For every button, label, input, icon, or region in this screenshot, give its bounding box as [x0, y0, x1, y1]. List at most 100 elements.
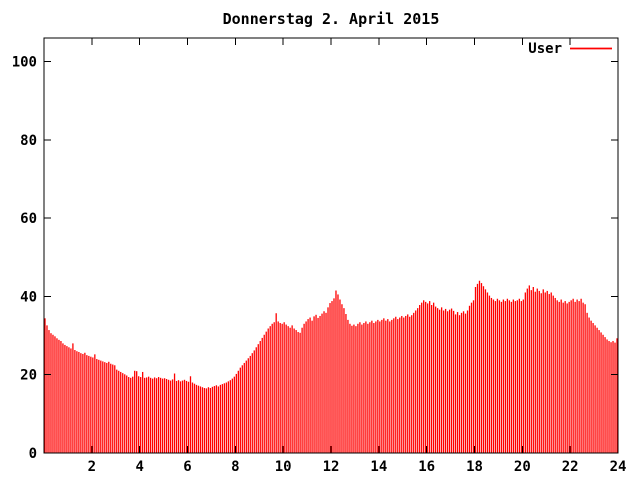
bar — [588, 317, 590, 453]
bar — [434, 306, 437, 453]
y-tick-label: 80 — [20, 133, 37, 149]
x-tick-label: 14 — [370, 459, 387, 475]
bar — [440, 307, 443, 453]
bar — [476, 283, 479, 453]
bar — [333, 298, 335, 453]
bar — [466, 310, 469, 453]
bar — [488, 295, 491, 453]
bar — [393, 318, 395, 453]
bar — [448, 309, 451, 453]
bar — [436, 308, 439, 453]
bar — [181, 380, 184, 453]
bar — [552, 295, 554, 453]
bar — [299, 332, 301, 453]
bar — [403, 317, 405, 453]
bar — [94, 354, 96, 453]
bar — [327, 307, 329, 453]
bar — [207, 387, 210, 453]
bar — [144, 377, 146, 453]
bar — [484, 289, 487, 453]
bar — [253, 350, 255, 453]
bar — [319, 315, 321, 453]
bar — [114, 365, 116, 453]
bar — [423, 300, 425, 453]
bar — [456, 312, 459, 453]
bar — [520, 301, 522, 453]
bar — [498, 300, 501, 453]
bar — [524, 292, 526, 453]
bar — [239, 367, 241, 453]
bar — [560, 299, 562, 453]
bar — [291, 325, 293, 453]
x-tick-label: 20 — [514, 459, 531, 475]
bar — [542, 289, 544, 453]
legend-label: User — [528, 41, 562, 57]
bar — [442, 310, 445, 453]
bar — [223, 383, 226, 453]
bar — [528, 285, 530, 453]
bar — [429, 301, 431, 453]
bar — [556, 300, 558, 453]
bar — [438, 309, 441, 453]
bar — [540, 293, 542, 453]
bar — [363, 323, 365, 453]
bar — [508, 300, 511, 453]
bar — [285, 324, 287, 453]
bar — [265, 331, 267, 453]
bar — [387, 319, 389, 453]
bar — [235, 373, 237, 453]
bar — [76, 351, 78, 453]
bar — [106, 362, 108, 453]
bar — [62, 343, 64, 453]
bar — [120, 371, 122, 453]
bar — [140, 377, 142, 453]
bar — [452, 310, 455, 453]
x-tick-label: 8 — [231, 459, 239, 475]
bar — [195, 384, 198, 453]
legend: User — [528, 41, 612, 57]
x-tick-label: 22 — [562, 459, 579, 475]
bar — [357, 323, 359, 453]
bar — [130, 377, 132, 453]
bar — [494, 301, 497, 453]
bar — [584, 304, 586, 453]
bar — [104, 362, 106, 453]
bar — [48, 330, 50, 453]
bar — [159, 377, 162, 453]
y-tick-label: 0 — [29, 446, 37, 462]
bar — [187, 381, 190, 453]
bar — [572, 298, 574, 453]
bar — [149, 377, 152, 453]
bar — [205, 388, 208, 453]
bar — [538, 290, 540, 453]
bar — [155, 378, 158, 453]
bar — [233, 376, 235, 453]
bar — [502, 299, 505, 453]
bar — [58, 339, 60, 453]
bar — [255, 347, 257, 453]
bar — [325, 312, 327, 453]
bar — [596, 327, 598, 453]
bar — [72, 343, 74, 453]
bar — [287, 326, 289, 453]
bar — [343, 308, 345, 453]
bar — [169, 380, 172, 453]
bar — [86, 355, 88, 453]
bar — [203, 388, 206, 453]
bar — [309, 317, 311, 453]
bar — [92, 357, 94, 453]
bar — [54, 336, 56, 453]
bar — [52, 334, 54, 453]
bar — [151, 378, 154, 453]
bar — [267, 328, 269, 453]
bar — [492, 299, 495, 453]
bar — [580, 298, 582, 453]
bar — [257, 344, 259, 453]
bar — [506, 298, 509, 453]
bar — [383, 318, 385, 453]
bar — [289, 327, 291, 453]
bar — [574, 301, 576, 453]
bar — [313, 316, 315, 453]
